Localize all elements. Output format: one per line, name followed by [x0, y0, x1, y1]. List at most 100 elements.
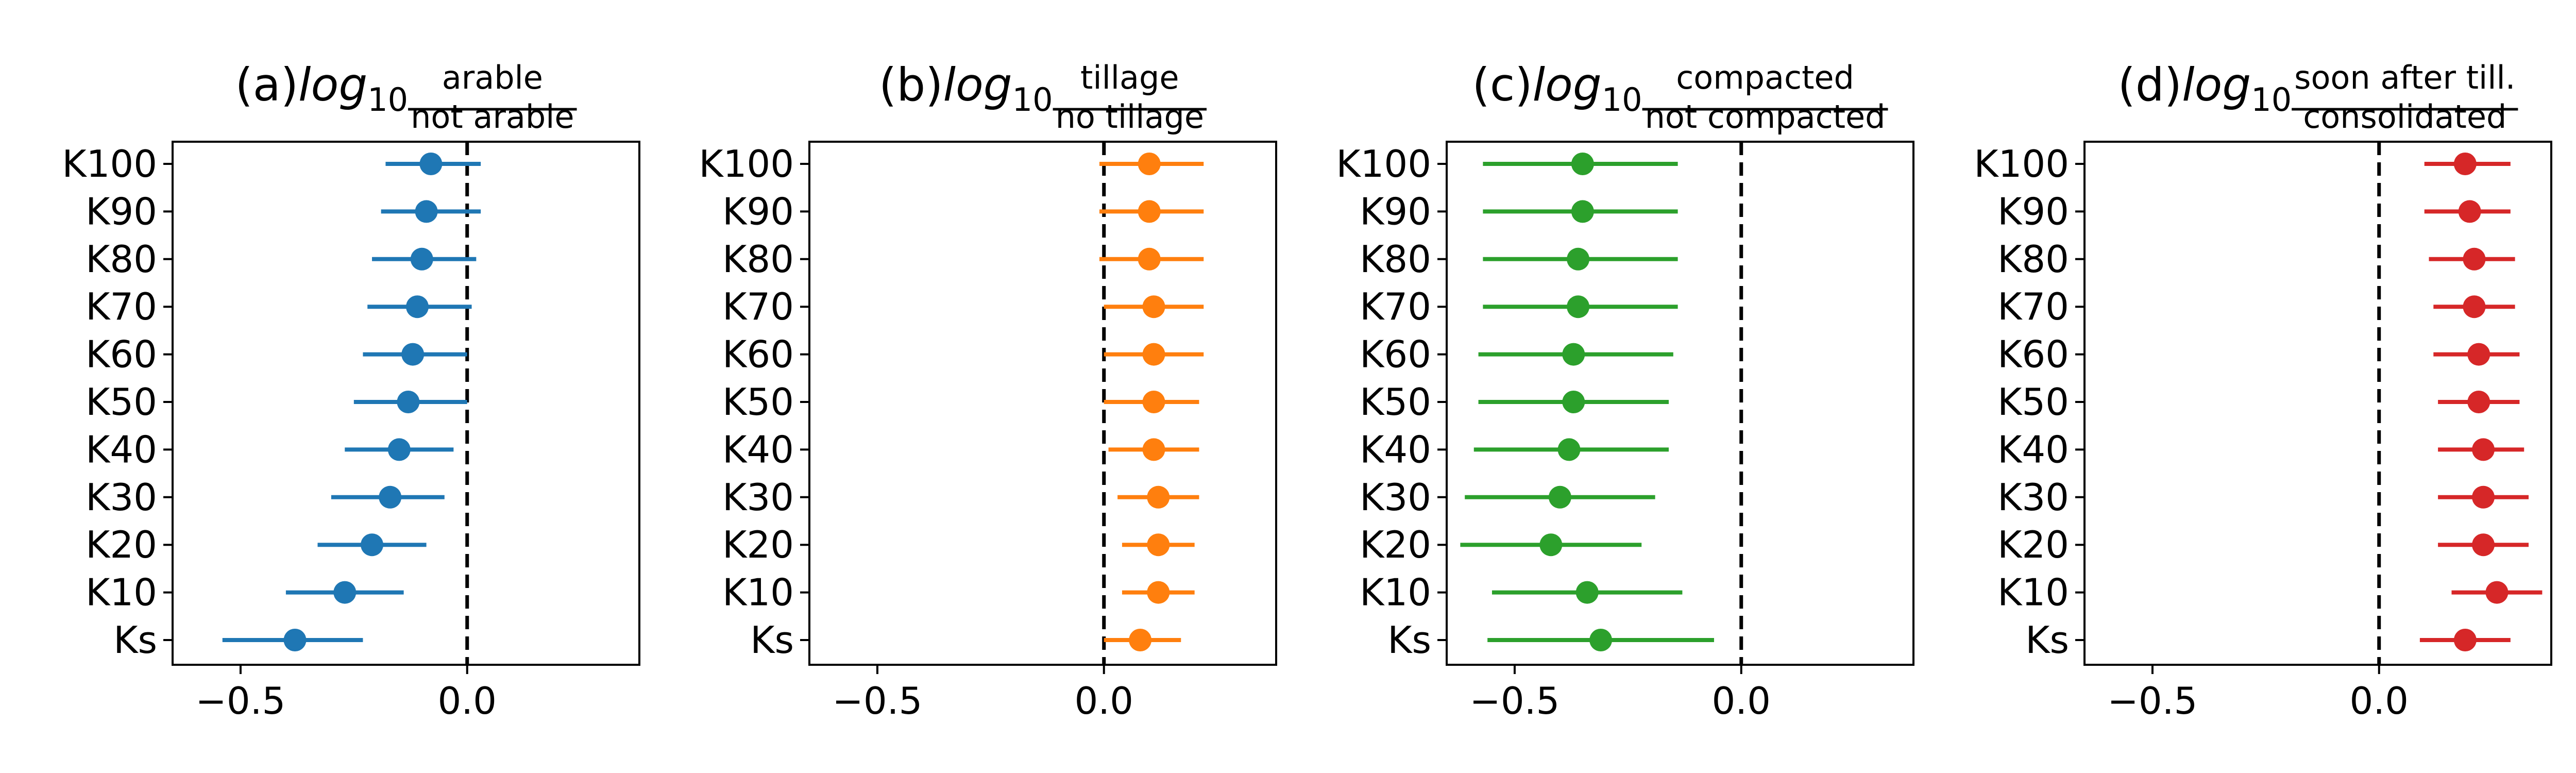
panel-a-ytick-label: K80	[86, 238, 157, 281]
panel-d-data-point	[2463, 247, 2486, 271]
panel-b-ytick-label: K80	[722, 238, 794, 281]
panel-b-data-point	[1138, 247, 1161, 271]
panel-c-title-log: log	[1533, 58, 1602, 111]
panel-b-data-point	[1147, 485, 1170, 509]
panel-c-title-prefix: (c)	[1472, 58, 1532, 111]
panel-d-data-point	[2453, 153, 2477, 175]
panel-c-data-point	[1567, 247, 1590, 271]
panel-a-ytick-label: K20	[86, 523, 157, 566]
panel-a-xtick-label: 0.0	[437, 679, 497, 722]
panel-c-ytick-label: K50	[1360, 380, 1431, 424]
panel-d-data-point	[2458, 200, 2481, 223]
panel-b-ytick-label: K100	[699, 142, 794, 186]
panel-a-title-log: log	[298, 58, 367, 111]
panel-d-data-point	[2453, 629, 2477, 651]
panel-b-data-point	[1142, 343, 1165, 366]
panel-b-title-log: log	[943, 58, 1012, 111]
panel-c-data-point	[1571, 153, 1594, 175]
panel-d-ytick-label: K80	[1997, 238, 2069, 281]
panel-b-data-point	[1142, 438, 1165, 461]
panel-a-ytick-label: K60	[86, 333, 157, 376]
panel-d-title-denominator: consolidated	[2303, 98, 2506, 136]
panel-b-ytick-label: K20	[722, 523, 794, 566]
panel-a-data-point	[397, 391, 420, 413]
panel-c-data-point	[1575, 581, 1599, 604]
panel-a-title-subscript: 10	[367, 81, 408, 119]
panel-c-data-point	[1539, 533, 1563, 557]
panel-b-data-point	[1147, 533, 1170, 557]
panel-a-data-point	[379, 485, 402, 509]
panel-b-ytick-label: K70	[722, 285, 794, 328]
panel-c-data-point	[1557, 438, 1581, 461]
panel-c-data-point	[1571, 200, 1594, 223]
panel-a-data-point	[333, 581, 357, 604]
panel-d-ytick-label: K40	[1997, 428, 2069, 471]
panel-b-xtick-label: 0.0	[1074, 679, 1133, 722]
panel-a-data-point	[387, 438, 411, 461]
panel-d-xtick-label: 0.0	[2349, 679, 2409, 722]
panel-d-title-numerator: soon after till.	[2294, 59, 2515, 96]
panel-c-xtick-label: 0.0	[1711, 679, 1771, 722]
panel-c-ytick-label: K40	[1360, 428, 1431, 471]
panel-d-data-point	[2472, 485, 2495, 509]
panel-c-data-point	[1567, 295, 1590, 318]
panel-d-title-subscript: 10	[2251, 81, 2292, 119]
panel-c-data-point	[1562, 343, 1585, 366]
panel-b-xtick-label: −0.5	[833, 679, 923, 722]
panel-d-data-point	[2472, 533, 2495, 557]
panel-a-ytick-label: K40	[86, 428, 157, 471]
panel-b-ytick-label: K10	[722, 571, 794, 614]
panel-c-data-point	[1589, 629, 1613, 651]
panel-c-data-point	[1548, 485, 1571, 509]
panel-c-axes-frame	[1446, 141, 1914, 666]
panel-d-ytick-label: K30	[1997, 476, 2069, 519]
panel-d-ytick-label: Ks	[2025, 618, 2069, 662]
panel-b-data-point	[1142, 295, 1165, 318]
panel-b-data-point	[1129, 629, 1152, 651]
panel-d-data-point	[2472, 438, 2495, 461]
panel-c-ytick-label: K60	[1360, 333, 1431, 376]
panel-b-ytick-label: K40	[722, 428, 794, 471]
panel-a-data-point	[283, 629, 307, 651]
panel-d-xtick-label: −0.5	[2108, 679, 2198, 722]
panel-d: (d) log 10 soon after till. consolidated…	[1974, 58, 2552, 722]
panel-a-data-point	[361, 533, 384, 557]
panel-c-ytick-label: Ks	[1387, 618, 1431, 662]
panel-d-title-prefix: (d)	[2118, 58, 2182, 111]
panel-a-ytick-label: K10	[86, 571, 157, 614]
panel-a-data-point	[415, 200, 438, 223]
panel-a-title-numerator: arable	[442, 59, 543, 96]
panel-d-ytick-label: K50	[1997, 380, 2069, 424]
panel-d-ytick-label: K70	[1997, 285, 2069, 328]
panel-d-ytick-label: K10	[1997, 571, 2069, 614]
panel-c-data-point	[1562, 391, 1585, 413]
panel-d-data-point	[2463, 295, 2486, 318]
panel-a-ytick-label: K100	[62, 142, 157, 186]
panel-d-axes-frame	[2083, 141, 2552, 666]
panel-b-ytick-label: K60	[722, 333, 794, 376]
panel-d-ytick-label: K100	[1974, 142, 2069, 186]
panel-c-xtick-label: −0.5	[1470, 679, 1560, 722]
panel-d-data-point	[2485, 581, 2509, 604]
panel-b-title-numerator: tillage	[1080, 59, 1179, 96]
panel-a-data-point	[401, 343, 425, 366]
panel-b-data-point	[1138, 153, 1161, 175]
panel-a-xtick-label: −0.5	[196, 679, 286, 722]
panel-c-title-subscript: 10	[1602, 81, 1642, 119]
panel-c-ytick-label: K30	[1360, 476, 1431, 519]
panel-d-title-log: log	[2182, 58, 2251, 111]
panel-b-data-point	[1147, 581, 1170, 604]
panel-b-data-point	[1138, 200, 1161, 223]
panel-b-title-denominator: no tillage	[1056, 98, 1204, 136]
panel-a-ytick-label: K90	[86, 190, 157, 233]
panel-c-ytick-label: K10	[1360, 571, 1431, 614]
panel-b-ytick-label: K50	[722, 380, 794, 424]
panel-c-title-denominator: not compacted	[1645, 98, 1886, 136]
panel-a-data-point	[410, 247, 433, 271]
panel-d-ytick-label: K90	[1997, 190, 2069, 233]
panel-b-ytick-label: Ks	[750, 618, 794, 662]
panel-c-ytick-label: K100	[1336, 142, 1431, 186]
panel-a-axes-frame	[172, 141, 640, 666]
panel-b-ytick-label: K30	[722, 476, 794, 519]
panel-b-axes-frame	[808, 141, 1277, 666]
